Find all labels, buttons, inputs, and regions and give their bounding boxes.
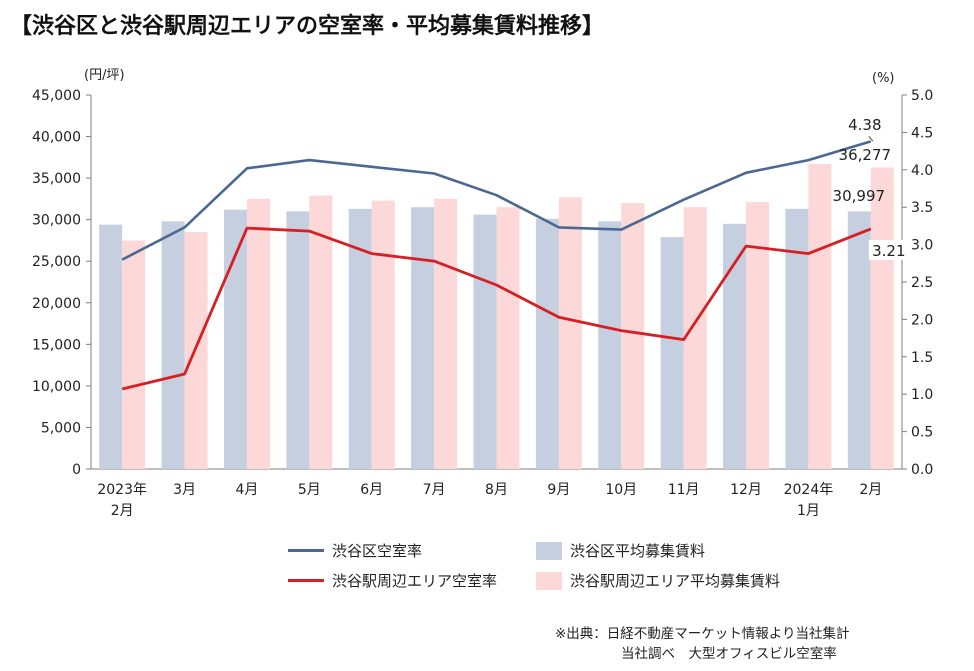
bar-station-rent [746,202,770,470]
left-tick-label: 40,000 [32,130,81,146]
data-label-leader [868,136,874,142]
bar-shibuya-rent [598,221,622,469]
x-tick-label: 1月 [797,503,820,519]
line-station-vacancy [121,226,872,391]
bar-shibuya-rent [847,211,871,469]
right-tick-label: 0.0 [911,462,933,478]
right-axis-unit: (%) [872,71,895,86]
x-tick-label: 2023年 [97,482,147,498]
bar-shibuya-rent [411,207,435,469]
legend-label-shibuya-rent: 渋谷区平均募集賃料 [570,542,706,560]
right-tick-label: 2.5 [911,275,933,291]
bar-station-rent [309,195,333,469]
x-tick-label: 3月 [173,482,196,498]
data-label-shibuya-vacancy: 4.38 [848,116,881,134]
bar-station-rent [122,240,146,469]
bar-station-rent [870,167,894,470]
x-tick-label: 5月 [298,482,321,498]
bar-shibuya-rent [161,221,185,469]
source-note-line1: ※出典：日経不動産マーケット情報より当社集計 [555,626,850,642]
left-tick-label: 15,000 [32,337,81,353]
x-tick-label: 10月 [605,482,637,498]
x-tick-label: 12月 [730,482,762,498]
right-tick-label: 3.5 [911,200,933,216]
data-label-shibuya-rent: 30,997 [833,187,886,205]
bar-shibuya-rent [535,218,559,469]
left-tick-label: 10,000 [32,379,81,395]
x-tick-label: 2月 [859,482,882,498]
left-tick-label: 45,000 [32,88,81,104]
legend-label-shibuya-vacancy: 渋谷区空室率 [332,542,423,560]
x-tick-label: 7月 [423,482,446,498]
left-tick-label: 0 [72,462,81,478]
bar-shibuya-rent [99,224,123,469]
bar-station-rent [808,163,832,469]
right-tick-label: 2.0 [911,312,933,328]
chart-title: 【渋谷区と渋谷駅周辺エリアの空室率・平均募集賃料推移】 [10,14,605,39]
legend-swatch-station-vacancy [288,579,324,582]
data-label-station-rent: 36,277 [839,146,892,164]
legend-swatch-station-rent [536,571,562,590]
bar-station-rent [683,207,707,469]
legend-swatch-shibuya-rent [536,541,562,560]
x-tick-label: 8月 [485,482,508,498]
x-tick-label: 9月 [547,482,570,498]
bar-station-rent [496,207,520,469]
legend-item-station-rent: 渋谷駅周辺エリア平均募集賃料 [536,570,780,591]
bar-shibuya-rent [348,208,372,469]
legend-label-station-vacancy: 渋谷駅周辺エリア空室率 [332,572,498,590]
x-tick-label: 2月 [111,503,134,519]
bar-shibuya-rent [723,223,747,469]
right-tick-label: 0.5 [911,425,933,441]
data-label-bg [868,240,909,260]
left-tick-label: 20,000 [32,296,81,312]
left-tick-label: 35,000 [32,171,81,187]
data-label-station-vacancy: 3.21 [872,242,905,260]
x-tick-label: 2024年 [784,482,834,498]
x-tick-label: 11月 [668,482,700,498]
bar-shibuya-rent [286,211,310,469]
x-tick-label: 4月 [236,482,259,498]
legend-item-shibuya-rent: 渋谷区平均募集賃料 [536,540,705,561]
source-note-line2: 当社調べ 大型オフィスビル空室率 [621,646,837,662]
bar-shibuya-rent [785,208,809,469]
bar-station-rent [371,200,395,469]
left-tick-label: 5,000 [41,420,81,436]
bar-shibuya-rent [223,209,247,469]
bar-station-rent [621,203,645,470]
bar-shibuya-rent [660,237,684,469]
legend-swatch-shibuya-vacancy [288,549,324,552]
line-shibuya-vacancy [121,140,872,261]
legend-item-shibuya-vacancy: 渋谷区空室率 [288,540,422,561]
right-tick-label: 4.0 [911,163,933,179]
bar-station-rent [558,197,582,469]
right-tick-label: 3.0 [911,238,933,254]
right-tick-label: 1.0 [911,387,933,403]
right-tick-label: 4.5 [911,125,933,141]
x-tick-label: 6月 [360,482,383,498]
bar-station-rent [434,198,458,469]
right-tick-label: 1.5 [911,350,933,366]
bar-station-rent [246,198,270,469]
bar-shibuya-rent [473,214,497,469]
legend-label-station-rent: 渋谷駅周辺エリア平均募集賃料 [570,572,781,590]
right-tick-label: 5.0 [911,88,933,104]
left-axis-unit: (円/坪) [84,68,125,83]
legend-item-station-vacancy: 渋谷駅周辺エリア空室率 [288,570,497,591]
left-tick-label: 25,000 [32,254,81,270]
left-tick-label: 30,000 [32,213,81,229]
